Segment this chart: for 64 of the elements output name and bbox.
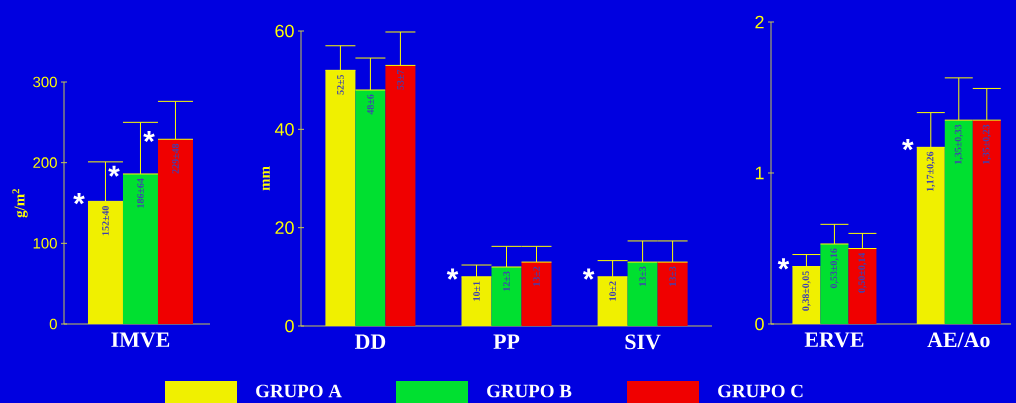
data-label: 0,53±0,16 [830, 248, 839, 289]
y-tick-label: 0 [285, 319, 294, 333]
data-label: 1,35±0,33 [954, 124, 963, 164]
annotation: * [777, 258, 790, 270]
data-label: 229±48 [172, 143, 179, 174]
y-tick-label: 200 [33, 157, 57, 168]
annotation: * [143, 130, 155, 143]
bar [385, 65, 416, 326]
data-label: 48±6 [367, 94, 374, 115]
x-tick-label: IMVE [111, 332, 170, 348]
data-label: 13±3 [669, 266, 676, 286]
bar [87, 201, 123, 324]
bar [355, 90, 386, 326]
annotation: * [73, 193, 85, 205]
x-tick-label: SIV [625, 334, 661, 350]
bar [325, 70, 356, 326]
x-tick-label: ERVE [804, 332, 864, 348]
bar [916, 147, 945, 324]
y-tick-label: 20 [275, 221, 294, 235]
annotation: * [582, 268, 595, 280]
x-tick-label: DD [354, 334, 386, 349]
y-tick-label: 100 [33, 238, 57, 249]
data-label: 1,17±0,26 [926, 151, 935, 192]
annotation: * [446, 268, 459, 280]
y-axis-title: g/m$^{2}$ [12, 189, 28, 218]
data-label: 10±1 [473, 281, 480, 301]
bar [157, 139, 193, 324]
legend-label: GRUPO B [487, 384, 572, 398]
bar [461, 276, 492, 326]
y-tick-label: 0 [49, 318, 57, 330]
legend-label: GRUPO A [256, 384, 342, 398]
bar [820, 243, 849, 324]
bar [597, 276, 628, 326]
bar [972, 120, 1001, 324]
annotation: * [902, 139, 914, 151]
y-tick-label: 300 [33, 76, 57, 88]
data-label: 53±7 [397, 69, 404, 90]
data-label: 152±40 [102, 205, 109, 236]
legend-label: GRUPO C [718, 384, 803, 398]
data-label: 10±2 [609, 281, 616, 301]
y-tick-label: 2 [755, 15, 764, 29]
bar [122, 173, 158, 324]
bar [944, 120, 973, 324]
bar [627, 262, 658, 326]
y-tick-label: 40 [274, 122, 294, 136]
bar [848, 248, 877, 324]
y-tick-label: 0 [755, 317, 764, 331]
bar [792, 266, 821, 324]
data-label: 1,35±0,23 [982, 124, 991, 164]
bar [521, 262, 552, 326]
y-tick-label: 60 [275, 24, 294, 38]
data-label: 13±2 [533, 266, 540, 286]
x-tick-label: AE/Ao [927, 332, 990, 348]
data-label: 12±3 [503, 271, 510, 291]
y-tick-label: 1 [755, 166, 764, 180]
data-label: 0,50±0,14 [858, 252, 867, 293]
data-label: 13±3 [639, 266, 646, 286]
data-label: 0,38±0,05 [802, 271, 811, 311]
annotation: * [108, 165, 120, 177]
data-label: 186±64 [137, 178, 144, 208]
data-label: 52±5 [337, 74, 344, 95]
bar [657, 262, 688, 326]
y-axis-title: mm [262, 166, 270, 191]
x-tick-label: PP [493, 334, 520, 349]
